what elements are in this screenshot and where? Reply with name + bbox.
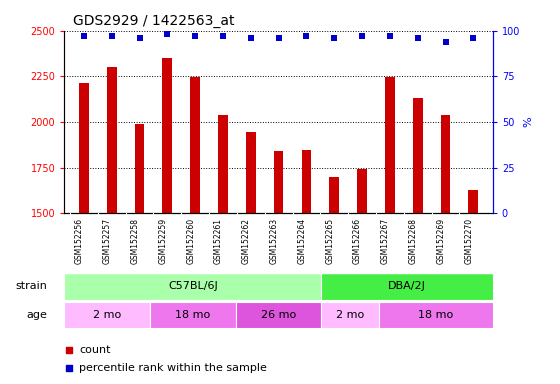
Point (313, 79, 322, 86)
Bar (246, 132, 256, 213)
Text: GSM152259: GSM152259 (158, 218, 167, 264)
Text: 26 mo: 26 mo (261, 310, 296, 320)
Point (302, 33, 311, 39)
Text: 18 mo: 18 mo (175, 310, 211, 320)
Text: GSM152260: GSM152260 (186, 218, 195, 264)
Bar (150, 302, 236, 328)
Point (441, 39, 450, 45)
Bar (385, 77, 395, 213)
Text: GSM152256: GSM152256 (75, 218, 84, 264)
Bar (469, 190, 478, 213)
Text: GSM152262: GSM152262 (242, 218, 251, 264)
Text: GSM152270: GSM152270 (464, 218, 473, 264)
Text: GSM152257: GSM152257 (102, 218, 111, 264)
Point (218, 33, 227, 39)
Bar (321, 302, 379, 328)
Text: GSM152258: GSM152258 (130, 218, 139, 264)
Point (330, 35, 339, 41)
Point (413, 35, 422, 41)
Text: age: age (26, 310, 47, 320)
Bar (357, 169, 367, 213)
Point (246, 35, 255, 41)
Bar (64, 273, 321, 300)
Point (469, 35, 478, 41)
Text: GDS2929 / 1422563_at: GDS2929 / 1422563_at (73, 14, 235, 28)
Bar (413, 98, 423, 213)
Bar (190, 77, 200, 213)
Bar (301, 150, 311, 213)
Bar (321, 273, 493, 300)
Text: 18 mo: 18 mo (418, 310, 453, 320)
Bar (79, 83, 88, 213)
Bar (218, 114, 228, 213)
Point (80, 33, 88, 39)
Text: DBA/2J: DBA/2J (388, 281, 426, 291)
Text: 2 mo: 2 mo (336, 310, 364, 320)
Bar (107, 67, 116, 213)
Bar (329, 177, 339, 213)
Bar (134, 124, 144, 213)
Point (274, 35, 283, 41)
Y-axis label: %: % (523, 117, 533, 127)
Text: GSM152265: GSM152265 (325, 218, 334, 264)
Text: strain: strain (15, 281, 47, 291)
Text: GSM152263: GSM152263 (269, 218, 279, 264)
Text: percentile rank within the sample: percentile rank within the sample (80, 363, 267, 373)
Text: 2 mo: 2 mo (93, 310, 122, 320)
Text: C57BL/6J: C57BL/6J (168, 281, 218, 291)
Point (107, 33, 116, 39)
Text: GSM152267: GSM152267 (381, 218, 390, 264)
Point (135, 35, 144, 41)
Text: count: count (80, 345, 111, 355)
Text: GSM152261: GSM152261 (214, 218, 223, 264)
Text: GSM152268: GSM152268 (409, 218, 418, 264)
Bar (379, 302, 493, 328)
Point (385, 33, 394, 39)
Point (190, 33, 199, 39)
Text: GSM152266: GSM152266 (353, 218, 362, 264)
Point (313, 248, 322, 255)
Bar (162, 58, 172, 213)
Point (163, 31, 172, 37)
Bar (274, 151, 283, 213)
Text: GSM152269: GSM152269 (436, 218, 446, 264)
Point (358, 33, 367, 39)
Bar (236, 302, 321, 328)
Bar (441, 114, 450, 213)
Bar (64, 302, 150, 328)
Text: GSM152264: GSM152264 (297, 218, 306, 264)
